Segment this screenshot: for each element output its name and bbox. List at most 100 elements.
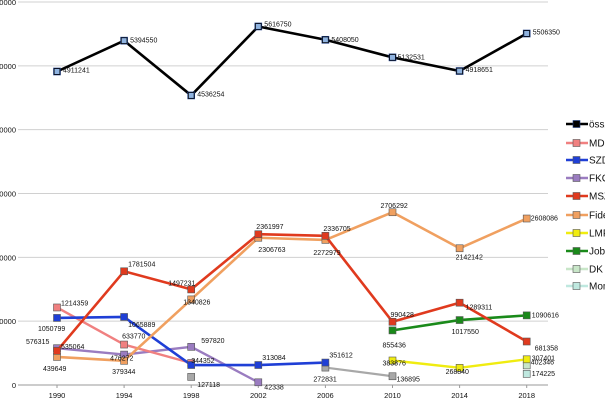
legend-label: FKGP [589,174,605,185]
data-label-fkgp: 576315 [26,339,49,346]
data-label-szdsz: 313084 [262,355,285,362]
data-label-dk: 307401 [532,355,555,362]
legend-item-lmp: LMP [566,229,605,240]
legend-item-momentum: Mom [566,282,605,293]
legend-item--sszesen: össze [566,120,605,131]
data-label-fidesz: 439649 [43,366,66,373]
data-point-lmp [522,355,531,364]
data-label-fidesz: 2306763 [258,247,285,254]
data-point-fill [390,54,395,60]
data-label-mszp: 1289311 [466,305,493,312]
data-label-mszp: 681358 [535,346,558,353]
legend-label: össze [589,120,605,131]
data-point-szdsz [120,313,128,321]
data-point-fidesz [187,295,195,304]
gridlines [18,1,548,386]
x-tick-label: 1994 [116,391,133,400]
series-lines [53,22,531,387]
data-label-lmp: 268840 [446,369,469,376]
legend-item-fidesz: Fides [566,211,605,222]
data-label-fidesz: 2272979 [313,250,340,257]
data-point-fill [524,31,530,37]
x-tick-label: 2010 [384,391,401,400]
data-point-lmp [388,356,397,365]
data-point-mszp [455,298,464,307]
legend-label: MSZI [589,192,605,203]
data-point-fill [322,37,328,43]
data-label--sszesen: 4918651 [466,67,493,74]
data-label--sszesen: 5408050 [331,37,358,44]
data-point-jobbik [388,326,397,335]
series-lmp [388,355,531,372]
y-tick-label: 0 [12,381,16,390]
series-line-mszp [56,232,528,352]
data-label-jobbik: 1090616 [532,312,559,319]
data-labels: 127118 272831 136895 307401 174225 383876 2688… [26,21,560,391]
data-label--sszesen: 5132531 [398,54,425,61]
data-label-mszp: 2336705 [323,226,350,233]
data-point-kdnp [388,372,397,381]
data-point-mdf [53,303,61,312]
legend-item-fkgp: FKGP [566,174,605,185]
data-point-mszp [321,232,330,240]
series-momentum [522,370,531,378]
legend-label: Mom [589,282,605,293]
series-mszp [53,230,531,355]
data-label-szdsz: 1065889 [128,322,155,329]
data-label-momentum: 174225 [532,371,555,378]
data-label--sszesen: 5394550 [130,38,157,45]
series-szdsz [53,313,330,369]
data-label-fidesz: 2706292 [381,203,408,210]
data-label-mszp: 1781504 [128,261,155,268]
data-label-mszp: 1497231 [168,280,195,287]
legend-label: MDF [589,139,605,150]
data-label-fidesz: 2608086 [531,216,558,223]
data-label-szdsz: 351612 [329,353,352,360]
data-label-mszp: 535064 [61,344,84,351]
series-line-fidesz [56,210,528,363]
data-point-fkgp [187,343,195,351]
data-point-mdf [120,340,128,349]
data-label-jobbik: 1017550 [452,329,479,336]
legend-swatch-marker [572,265,581,273]
data-point-szdsz [187,361,195,369]
data-label-fkgp: 42338 [264,384,284,391]
series-line-kdnp [325,366,393,378]
data-label-fidesz: 2142142 [456,254,483,261]
legend-item-mszp: MSZI [566,192,605,203]
data-label-lmp: 402346 [531,359,554,366]
x-tick-label: 1990 [49,391,66,400]
legend-swatch-marker [572,282,581,290]
data-label-fidesz: 1340826 [183,299,210,306]
data-point-mszp [120,267,128,276]
data-label--sszesen: 4911241 [63,67,90,74]
data-label-kdnp: 127118 [197,382,220,389]
data-point-fill [255,23,261,29]
x-tick-label: 2014 [451,391,468,400]
data-point-lmp [455,364,464,372]
data-label--sszesen: 5616750 [264,21,291,28]
legend-item-mdf: MDF [566,139,605,150]
legend-label: SZDS [589,156,605,167]
legend-swatch-marker [572,211,581,219]
legend: össze MDF SZDS FKGP MSZI Fides LMP Jobbi DK Mom [566,120,605,293]
legend-item-dk: DK [566,265,603,276]
data-label-fkgp: 476272 [110,356,133,363]
data-point-fidesz [522,214,531,223]
x-axis-ticks: 1990 1994 1998 2002 2006 2010 2014 2018 [49,385,535,400]
data-point-mszp [522,337,531,346]
data-point-fidesz [120,356,128,365]
data-label-mdf: 633770 [122,334,145,341]
y-axis-ticks: 0000000000000000000000000000000000000 [0,0,16,390]
data-point-jobbik [455,316,464,324]
data-label-kdnp: 136895 [397,376,420,383]
data-point-fill [54,68,60,74]
data-point-szdsz [321,358,330,367]
data-label-mdf: 344352 [191,358,214,365]
legend-label: Jobbi [589,247,605,258]
data-point-fidesz [388,208,397,217]
